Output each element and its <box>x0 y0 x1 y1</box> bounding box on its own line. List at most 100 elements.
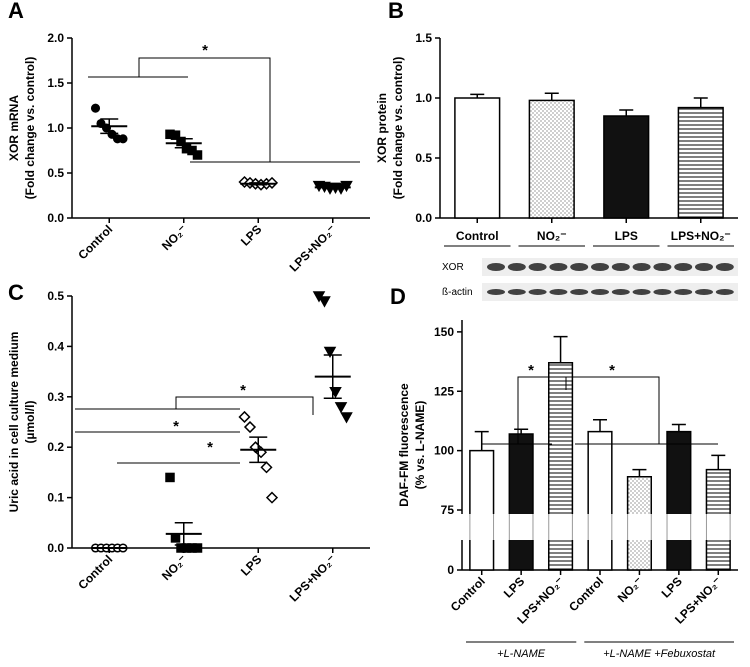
y-tick-label: 0.0 <box>47 541 64 555</box>
error-bar <box>174 138 193 149</box>
y-axis-label: XOR mRNA <box>7 95 21 161</box>
x-tick-label: Control <box>75 222 115 262</box>
data-point <box>260 461 273 474</box>
y-tick-label: 1.5 <box>415 31 432 45</box>
blot-band <box>487 289 505 295</box>
x-tick-label: NO₂⁻ <box>537 229 567 243</box>
blot-band <box>674 289 693 295</box>
data-point <box>334 402 348 414</box>
error-bar <box>693 97 708 108</box>
blot-strip <box>482 258 738 276</box>
data-point <box>238 410 251 424</box>
y-tick-label: 1.0 <box>47 121 64 135</box>
y-axis-label: Uric acid in cell culture medium <box>7 332 21 513</box>
y-tick-label: 0.5 <box>415 151 432 165</box>
blot-band <box>674 263 693 271</box>
data-point <box>165 472 175 483</box>
error-bar <box>632 468 647 477</box>
significance-star: * <box>240 382 246 399</box>
panel-label: D <box>390 284 406 309</box>
x-tick-label: NO₂⁻ <box>159 552 190 583</box>
bar <box>469 449 495 571</box>
blot-band <box>695 289 713 295</box>
x-tick-label: LPS <box>238 552 264 578</box>
x-tick-label: LPS <box>659 574 685 600</box>
data-point <box>192 150 203 160</box>
error-bar <box>474 430 489 451</box>
error-bar <box>593 419 607 432</box>
blot-strip <box>482 283 738 301</box>
y-tick-label: 125 <box>434 384 454 398</box>
x-tick-label: LPS <box>238 222 264 248</box>
blot-band <box>507 263 526 271</box>
blot-band <box>611 289 630 295</box>
blot-band <box>549 289 568 295</box>
bar <box>528 99 575 219</box>
error-bar <box>249 182 268 186</box>
error-bar <box>100 118 119 135</box>
bar <box>454 97 501 219</box>
bar <box>666 430 692 571</box>
y-tick-label: 0.2 <box>47 440 64 454</box>
significance-bracket <box>138 57 271 162</box>
y-axis-label: (% vs. L-NAME) <box>413 401 427 490</box>
panel-label: A <box>8 0 24 23</box>
y-axis-label: DAF-FM fluorescence <box>397 383 411 507</box>
blot-band <box>653 263 672 271</box>
y-tick-label: 0.4 <box>47 339 64 353</box>
y-tick-label: 0.0 <box>47 211 64 225</box>
y-tick-label: 1.5 <box>47 76 64 90</box>
axis-break <box>454 514 740 540</box>
significance-star: * <box>202 42 208 59</box>
y-axis-label: (Fold change vs. control) <box>391 57 405 200</box>
blot-band <box>653 289 672 295</box>
x-tick-label: NO₂⁻ <box>159 222 190 253</box>
x-tick-label: LPS <box>501 574 527 600</box>
x-tick-label: LPS+NO₂⁻ <box>671 229 731 243</box>
y-axis-label: XOR protein <box>375 93 389 163</box>
data-point <box>323 346 337 358</box>
significance-star: * <box>173 418 179 435</box>
bar-break-edge <box>508 514 534 540</box>
y-tick-label: 75 <box>441 503 455 517</box>
x-tick-label: Control <box>75 552 115 592</box>
blot-band <box>591 289 609 295</box>
blot-band <box>632 263 651 271</box>
y-tick-label: 1.0 <box>415 91 432 105</box>
significance-bracket <box>566 376 660 444</box>
x-tick-label: LPS+NO₂⁻ <box>287 552 339 604</box>
y-tick-label: 100 <box>434 444 454 458</box>
x-tick-label: Control <box>566 574 606 614</box>
data-point <box>265 491 279 504</box>
bar <box>587 430 613 571</box>
significance-bracket <box>517 376 567 444</box>
bar-break-edge <box>705 514 731 540</box>
data-point <box>340 412 353 424</box>
data-point <box>90 103 101 113</box>
data-point <box>118 134 128 144</box>
y-tick-label: 0.3 <box>47 390 64 404</box>
error-bar <box>514 428 529 434</box>
data-point <box>176 136 186 147</box>
blot-label: XOR <box>442 262 464 273</box>
x-tick-label: LPS <box>615 229 638 243</box>
y-axis-label: (Fold change vs. control) <box>23 57 37 200</box>
error-bar <box>323 354 342 400</box>
bar <box>603 115 650 219</box>
blot-band <box>632 289 651 295</box>
y-tick-label: 2.0 <box>47 31 64 45</box>
error-bar <box>174 522 193 546</box>
error-bar <box>470 93 485 98</box>
significance-star: * <box>609 362 615 379</box>
data-point <box>340 180 353 193</box>
blot-band <box>549 263 568 271</box>
blot-band <box>570 263 589 271</box>
blot-band <box>715 263 734 271</box>
error-bar <box>671 423 686 432</box>
y-tick-label: 0 <box>447 563 454 577</box>
blot-band <box>715 289 734 295</box>
error-bar <box>544 92 559 101</box>
bar <box>677 106 724 219</box>
error-bar <box>711 454 726 470</box>
